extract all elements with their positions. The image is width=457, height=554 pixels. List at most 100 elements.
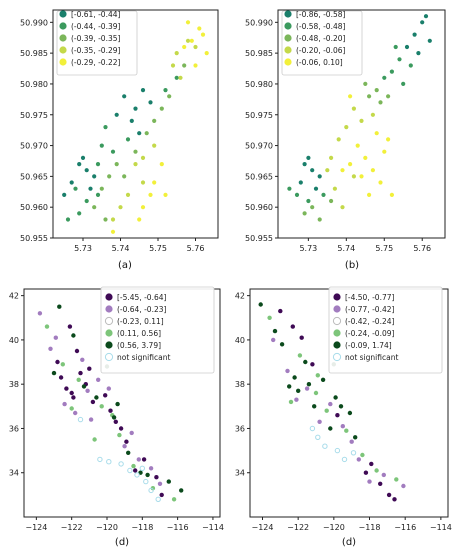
data-point (313, 186, 319, 191)
data-point (73, 410, 78, 416)
x-tick-label: 5.73 (74, 244, 92, 253)
data-point (106, 459, 112, 465)
x-tick-label: −120 (323, 523, 345, 532)
data-point (174, 51, 179, 56)
data-point (155, 496, 161, 503)
data-point (359, 174, 364, 179)
y-tick-label: 40 (235, 336, 245, 345)
plot-frame (277, 9, 446, 239)
data-point (113, 419, 119, 424)
y-tick-label: 50.970 (245, 142, 273, 151)
data-point (118, 426, 124, 431)
y-ticks: 50.955 50.960 50.965 50.970 50.975 50.980 50.9… (245, 18, 278, 243)
data-point (312, 404, 317, 409)
data-point (320, 377, 326, 382)
data-point (74, 348, 80, 354)
legend-label: (0.11, 0.56] (117, 329, 161, 338)
data-point (182, 63, 187, 68)
data-point (329, 198, 334, 204)
data-point (65, 217, 71, 222)
data-point (103, 217, 108, 222)
data-point (145, 472, 150, 478)
data-point (141, 457, 147, 462)
data-point (329, 155, 334, 160)
data-point (185, 38, 191, 43)
data-point (290, 324, 295, 329)
data-point (408, 63, 413, 68)
data-point (87, 366, 92, 371)
data-point (167, 94, 172, 99)
data-point (189, 38, 194, 43)
data-point (363, 81, 368, 86)
chart-b: 5.73 5.74 5.75 5.76 50.955 50.960 50.965 50.97… (245, 9, 446, 271)
data-point (110, 217, 116, 222)
data-point (267, 315, 272, 320)
data-point (148, 100, 153, 105)
x-tick-label: −116 (394, 523, 416, 532)
data-point (370, 168, 375, 173)
chart-d: −124 −122 −120 −118 −116 −114 34 36 38 40 42 [-4.… (235, 286, 452, 548)
data-point (298, 180, 303, 185)
legend-swatch (284, 10, 292, 18)
y-tick-label: 50.975 (245, 111, 273, 120)
data-point (159, 492, 164, 498)
y-tick-label: 40 (9, 336, 19, 345)
data-point (328, 401, 333, 407)
data-point (279, 342, 285, 347)
legend-swatch (104, 316, 114, 326)
data-point (118, 461, 124, 467)
data-point (150, 486, 156, 491)
data-point (80, 155, 86, 160)
data-point (416, 51, 421, 56)
data-point (369, 461, 374, 467)
data-point (88, 186, 93, 191)
caption: (d) (115, 537, 129, 548)
data-point (106, 386, 112, 391)
data-point (412, 32, 417, 37)
data-point (55, 359, 60, 365)
data-point (351, 174, 356, 179)
data-point (114, 162, 119, 167)
data-point (401, 81, 406, 86)
data-point (80, 357, 85, 362)
data-point (140, 155, 146, 160)
data-point (309, 425, 316, 432)
data-point (374, 131, 379, 136)
data-point (306, 155, 311, 160)
data-point (382, 149, 387, 154)
legend-swatch (105, 329, 113, 337)
data-point (374, 468, 379, 473)
data-point (197, 26, 202, 31)
data-point (97, 456, 103, 463)
x-tick-label: 5.75 (375, 244, 393, 253)
legend-label: (-0.39, -0.35] (71, 34, 121, 43)
x-tick-label: 5.76 (187, 244, 205, 253)
legend-label: (-0.09, 1.74] (345, 341, 392, 350)
legend-swatch (59, 34, 67, 42)
data-point (144, 131, 149, 136)
data-point (69, 180, 74, 185)
legend-label: (-0.29, -0.22] (71, 58, 121, 67)
legend: [-5.45, -0.64] (-0.64, -0.23] (-0.23, 0.11… (100, 286, 215, 374)
data-point (125, 137, 131, 142)
data-point (174, 75, 179, 80)
data-point (258, 302, 263, 307)
data-point (423, 14, 429, 19)
data-point (363, 470, 369, 475)
data-point (348, 162, 353, 167)
chart-a: 5.73 5.74 5.75 5.76 50.955 50.960 50.965 50.97… (20, 9, 219, 271)
data-point (103, 125, 108, 130)
data-point (427, 38, 432, 43)
x-tick-label: −124 (25, 523, 47, 532)
data-point (129, 118, 134, 123)
x-tick-label: 5.73 (299, 244, 317, 253)
legend-swatch (332, 352, 342, 362)
data-point (394, 477, 399, 482)
x-ticks: 5.73 5.74 5.75 5.76 (299, 238, 431, 253)
y-ticks: 50.955 50.960 50.965 50.970 50.975 50.980 50.9… (20, 18, 53, 243)
legend-swatch (333, 341, 341, 349)
data-point (332, 186, 337, 191)
data-point (317, 419, 322, 424)
data-point (110, 229, 116, 234)
data-point (341, 456, 348, 463)
